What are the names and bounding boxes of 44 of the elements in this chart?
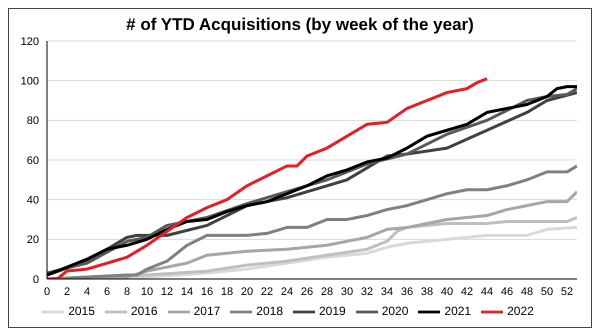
x-tick-label: 2 xyxy=(64,286,70,298)
legend-label: 2022 xyxy=(507,304,534,318)
line-series xyxy=(47,77,488,279)
x-tick-label: 28 xyxy=(320,286,334,298)
legend-label: 2015 xyxy=(68,304,95,318)
y-tick-label: 80 xyxy=(26,115,39,128)
y-tick-label: 120 xyxy=(20,36,39,48)
x-tick-label: 46 xyxy=(500,286,514,298)
legend-label: 2016 xyxy=(130,304,158,318)
x-tick-label: 34 xyxy=(380,286,394,298)
x-tick-label: 4 xyxy=(84,286,90,298)
legend-label: 2018 xyxy=(256,304,283,318)
x-tick-label: 36 xyxy=(400,286,414,298)
x-tick-label: 22 xyxy=(260,286,274,298)
y-tick-label: 60 xyxy=(26,154,39,167)
legend-label: 2020 xyxy=(382,304,408,318)
x-tick-label: 24 xyxy=(280,286,294,298)
x-tick-label: 40 xyxy=(440,286,454,298)
x-tick-label: 0 xyxy=(44,286,50,298)
x-tick-label: 52 xyxy=(560,286,574,298)
x-tick-label: 12 xyxy=(160,286,174,298)
y-tick-label: 40 xyxy=(26,194,39,207)
legend-label: 2019 xyxy=(319,304,346,318)
x-tick-label: 14 xyxy=(180,286,194,298)
legend-label: 2017 xyxy=(194,304,220,318)
x-tick-label: 26 xyxy=(300,286,314,298)
x-tick-label: 10 xyxy=(140,286,154,298)
x-tick-label: 30 xyxy=(340,286,354,298)
x-tick-label: 18 xyxy=(220,286,234,298)
x-tick-label: 20 xyxy=(240,286,254,298)
x-tick-label: 38 xyxy=(420,286,434,298)
x-tick-label: 50 xyxy=(540,286,554,298)
x-tick-label: 48 xyxy=(520,286,534,298)
x-tick-label: 8 xyxy=(124,286,130,298)
y-tick-label: 0 xyxy=(32,274,39,286)
chart-title: # of YTD Acquisitions (by week of the year) xyxy=(125,15,475,35)
x-tick-label: 16 xyxy=(200,286,214,298)
y-tick-label: 100 xyxy=(20,76,39,88)
x-tick-label: 42 xyxy=(460,286,474,298)
x-tick-label: 6 xyxy=(104,286,110,298)
x-tick-label: 44 xyxy=(480,286,494,298)
x-tick-label: 32 xyxy=(360,286,374,298)
legend-label: 2021 xyxy=(444,304,472,318)
y-tick-label: 20 xyxy=(26,234,39,246)
